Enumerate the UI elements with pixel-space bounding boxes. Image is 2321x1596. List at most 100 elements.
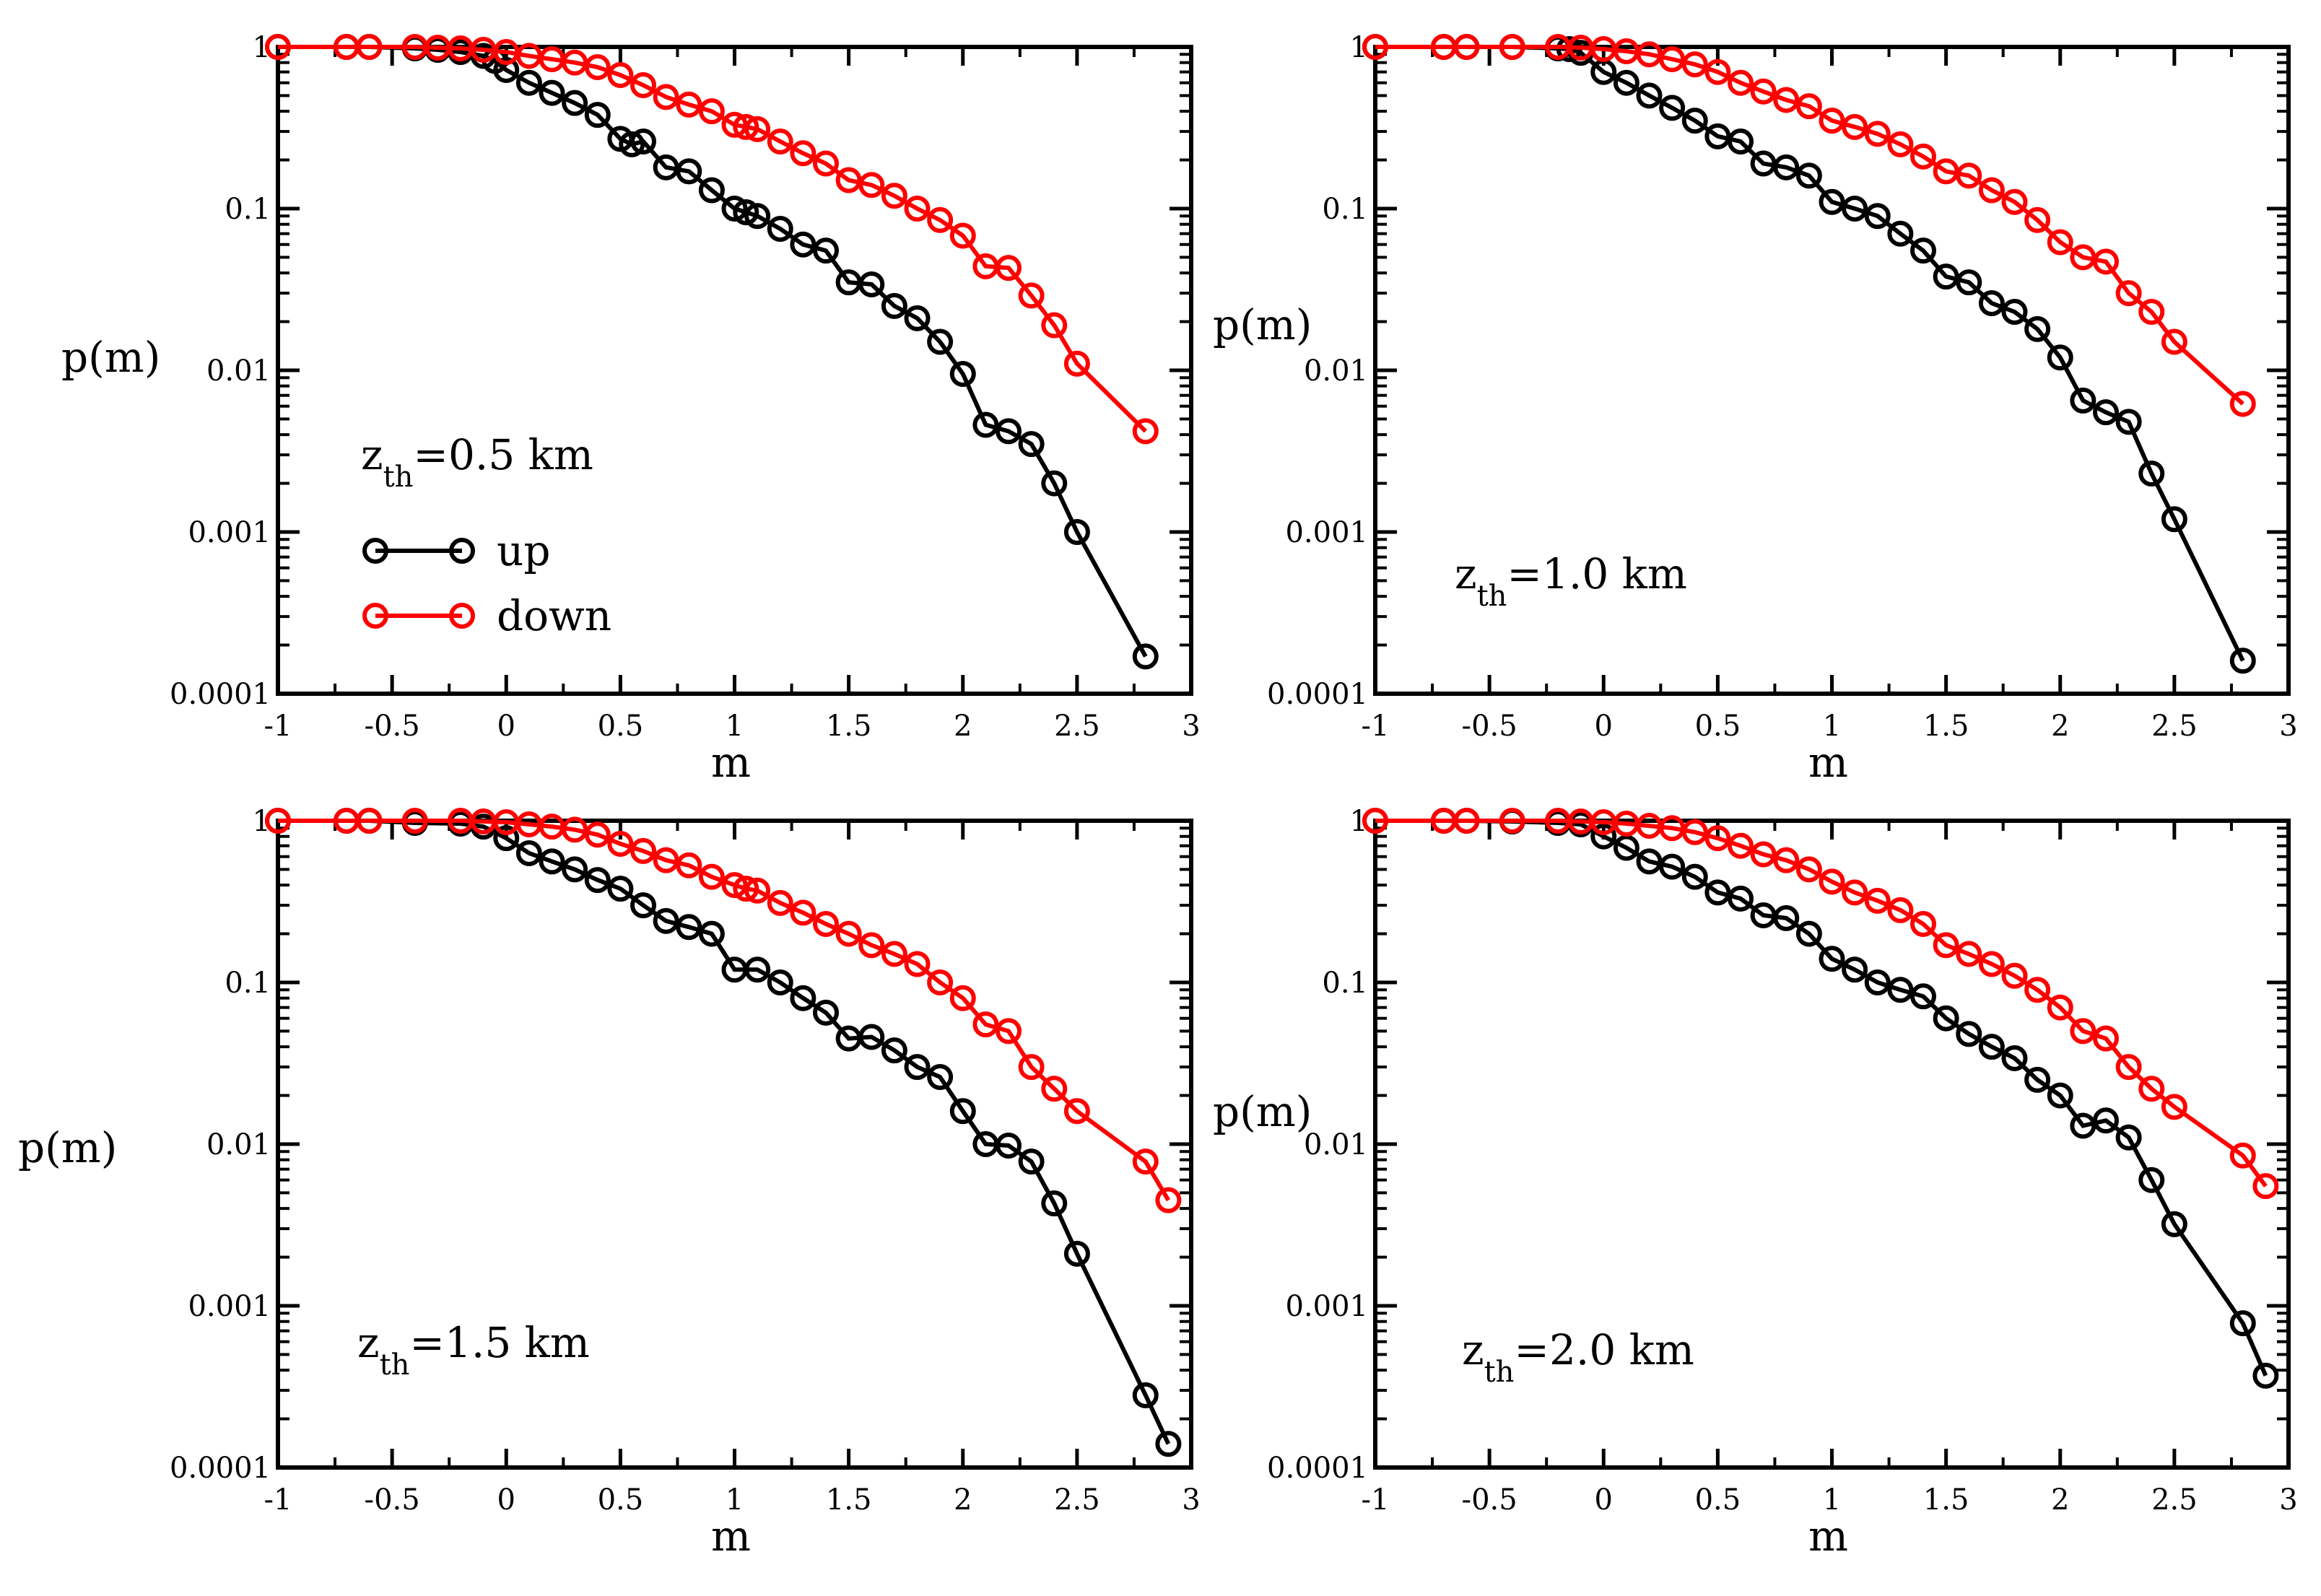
data-point-up: [881, 1037, 907, 1064]
data-point-down: [1978, 177, 2005, 204]
data-point-down: [265, 34, 291, 60]
data-point-up: [949, 1098, 976, 1125]
data-point-up: [721, 196, 748, 222]
x-tick-label: -1: [1362, 710, 1390, 743]
data-point-up: [858, 271, 885, 297]
data-point-down: [949, 222, 976, 249]
data-point-up: [790, 985, 817, 1011]
legend-marker-up: [449, 538, 475, 564]
data-point-down: [1978, 951, 2005, 977]
data-point-up: [584, 867, 611, 894]
legend-label-up: up: [497, 526, 550, 575]
data-point-down: [1063, 1098, 1090, 1125]
data-point-down: [949, 985, 976, 1011]
data-point-up: [1819, 188, 1845, 215]
data-point-down: [401, 808, 428, 834]
series-line-down: [1375, 45, 2244, 406]
threshold-annotation: zth=1.0 km: [1455, 549, 1687, 613]
data-point-up: [904, 1054, 931, 1081]
data-point-up: [1041, 1190, 1068, 1217]
data-point-down: [1773, 847, 1800, 873]
data-point-up: [949, 360, 976, 387]
data-point-down: [733, 113, 759, 140]
x-tick-label: 1.5: [826, 1483, 872, 1517]
data-point-down: [653, 847, 679, 873]
data-point-down: [2161, 328, 2187, 355]
data-point-down: [1132, 1148, 1159, 1175]
data-point-up: [1613, 69, 1639, 96]
data-point-down: [2093, 1025, 2119, 1052]
data-point-up: [2138, 1167, 2165, 1193]
x-tick-label: 2: [954, 710, 972, 743]
data-point-up: [927, 328, 954, 355]
data-point-up: [562, 90, 588, 116]
data-point-down: [2229, 1142, 2256, 1169]
data-point-down: [1819, 868, 1845, 895]
data-point-down: [767, 889, 793, 916]
y-tick-label: 0.01: [1304, 354, 1368, 388]
x-tick-label: -1: [264, 1483, 292, 1517]
y-axis-label: p(m): [1213, 1087, 1312, 1136]
data-point-up: [904, 305, 931, 331]
data-point-down: [1887, 897, 1914, 923]
data-point-up: [1933, 263, 1959, 290]
data-point-down: [2093, 248, 2119, 275]
data-point-up: [1155, 1431, 1182, 1457]
data-point-up: [2229, 647, 2256, 674]
series-line-up: [1375, 45, 2245, 662]
y-tick-label: 0.0001: [170, 1452, 271, 1485]
data-point-up: [493, 825, 520, 852]
data-point-up: [1704, 879, 1731, 906]
data-point-up: [1063, 1240, 1090, 1267]
data-point-down: [653, 84, 679, 110]
data-point-down: [1910, 143, 1936, 170]
data-point-down: [2070, 1018, 2096, 1045]
series-line-up: [278, 45, 1148, 658]
data-point-up: [515, 840, 542, 866]
data-point-down: [1842, 113, 1868, 140]
data-point-down: [2115, 1054, 2142, 1081]
y-tick-label: 0.1: [225, 967, 271, 1000]
data-point-up: [1795, 162, 1822, 189]
data-point-down: [1910, 910, 1936, 937]
data-point-up: [653, 907, 679, 934]
data-point-up: [2047, 1082, 2073, 1109]
chart-panel-4: -1 -0.5 0 0.5 1 1.5 2 2.5 30.00010.0010.010.11mp…: [1213, 805, 2298, 1561]
data-point-up: [1933, 1005, 1959, 1032]
data-point-down: [698, 98, 725, 125]
data-point-down: [1063, 350, 1090, 377]
data-point-down: [1728, 832, 1754, 859]
data-point-up: [2115, 1124, 2142, 1151]
x-tick-label: 2.5: [2151, 710, 2198, 743]
data-point-up: [2047, 344, 2073, 371]
data-point-down: [2252, 1173, 2279, 1200]
data-point-down: [584, 53, 611, 80]
data-point-down: [2229, 391, 2256, 417]
data-point-up: [630, 892, 656, 919]
data-point-up: [2024, 1066, 2051, 1093]
x-tick-label: 1: [726, 1483, 744, 1517]
legend: up down: [362, 526, 611, 640]
data-point-up: [1018, 1148, 1045, 1175]
data-point-up: [2161, 1211, 2187, 1237]
data-point-up: [539, 848, 565, 875]
data-point-down: [835, 920, 862, 947]
data-point-up: [1910, 237, 1936, 264]
data-point-down: [1704, 825, 1731, 852]
data-point-up: [2070, 387, 2096, 414]
data-point-down: [1864, 887, 1891, 914]
data-point-up: [790, 231, 817, 258]
data-point-down: [676, 91, 702, 118]
data-point-up: [1842, 956, 1868, 983]
data-point-up: [1887, 977, 1914, 1003]
data-point-up: [698, 920, 725, 947]
series-line-up: [1375, 819, 2268, 1377]
data-point-down: [858, 172, 885, 199]
x-tick-label: -0.5: [365, 1483, 420, 1517]
data-point-down: [356, 34, 383, 60]
data-point-down: [972, 1011, 999, 1038]
data-point-up: [1659, 95, 1686, 121]
data-point-up: [733, 199, 759, 225]
legend-label-down: down: [497, 591, 611, 640]
y-tick-label: 0.01: [206, 354, 271, 388]
